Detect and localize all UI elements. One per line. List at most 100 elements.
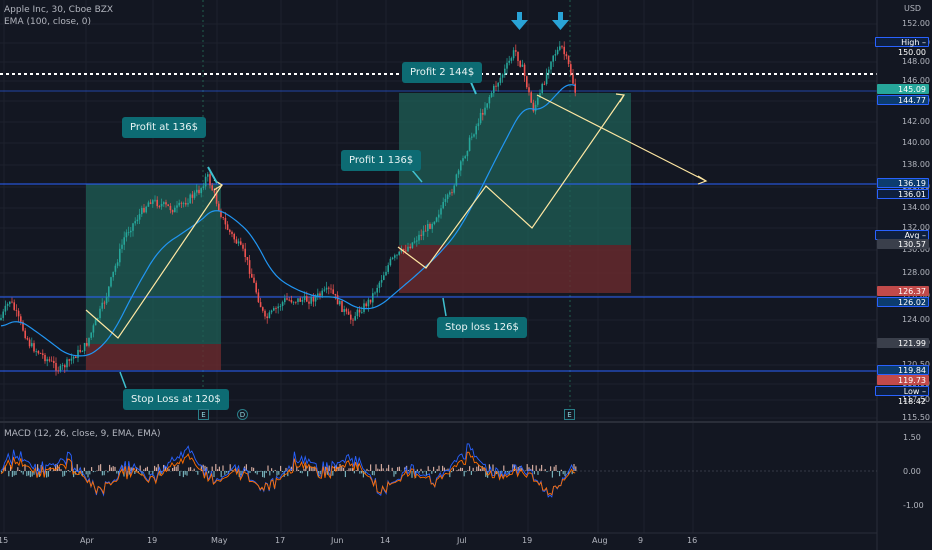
candle-body bbox=[519, 60, 521, 67]
macd-histogram-bar bbox=[150, 471, 152, 472]
candle-body bbox=[209, 174, 211, 186]
callout-profit-136[interactable]: Profit at 136$ bbox=[122, 117, 206, 138]
macd-histogram-bar bbox=[31, 471, 33, 477]
candle-body bbox=[6, 304, 9, 306]
candle-body bbox=[493, 85, 495, 93]
macd-histogram-bar bbox=[55, 464, 57, 471]
candle-body bbox=[211, 185, 213, 191]
macd-histogram-bar bbox=[11, 471, 13, 477]
candle-body bbox=[237, 241, 240, 244]
candle-body bbox=[264, 310, 266, 317]
stop-zone-2[interactable] bbox=[399, 245, 631, 293]
price-axis-label: 146.00 bbox=[902, 76, 930, 85]
candle-body bbox=[145, 206, 147, 213]
macd-legend[interactable]: MACD (12, 26, close, 9, EMA, EMA) bbox=[4, 429, 161, 439]
candle-body bbox=[101, 302, 103, 309]
candle-body bbox=[4, 305, 7, 312]
projection-arrows[interactable] bbox=[85, 93, 708, 339]
candle-body bbox=[290, 299, 293, 303]
macd-histogram-bar bbox=[427, 466, 429, 471]
candle-body bbox=[297, 298, 299, 303]
candle-body bbox=[367, 299, 370, 307]
target-zone-1[interactable] bbox=[86, 184, 221, 344]
callout-stop-loss-120[interactable]: Stop Loss at 120$ bbox=[123, 389, 229, 410]
candle-body bbox=[178, 202, 180, 206]
macd-histogram-bar bbox=[211, 466, 213, 471]
price-axis-label: 124.00 bbox=[902, 315, 930, 324]
macd-histogram-bar bbox=[310, 466, 312, 471]
candle-body bbox=[50, 360, 53, 362]
candle-body bbox=[328, 287, 330, 289]
macd-histogram-bar bbox=[143, 469, 145, 471]
macd-histogram-bar bbox=[8, 471, 10, 477]
candle-body bbox=[563, 46, 565, 55]
macd-histogram-bar bbox=[265, 471, 267, 474]
price-tag: 145.09 bbox=[877, 84, 929, 94]
candle-body bbox=[554, 54, 557, 56]
macd-histogram-bar bbox=[157, 464, 159, 471]
macd-histogram-bar bbox=[465, 471, 467, 473]
time-axis-label: 16 bbox=[687, 536, 698, 545]
callout-profit-1[interactable]: Profit 1 136$ bbox=[341, 150, 422, 171]
price-axis-label: 132.00 bbox=[902, 223, 930, 232]
candle-body bbox=[369, 299, 372, 303]
macd-histogram-bar bbox=[339, 464, 341, 471]
macd-histogram-bar bbox=[24, 464, 26, 471]
macd-histogram-bar bbox=[33, 471, 35, 475]
candle-body bbox=[530, 92, 532, 103]
candle-body bbox=[24, 330, 26, 339]
macd-histogram-bar bbox=[442, 465, 444, 471]
stop-zone-1[interactable] bbox=[86, 344, 221, 370]
event-earnings-icon[interactable]: E bbox=[564, 409, 575, 420]
macd-histogram-bar bbox=[506, 471, 508, 473]
candle-body bbox=[266, 316, 268, 319]
macd-histogram-bar bbox=[206, 466, 208, 471]
macd-histogram-bar bbox=[532, 464, 534, 471]
candle-body bbox=[207, 174, 209, 177]
macd-histogram-bar bbox=[398, 466, 400, 471]
callout-stop-loss-126[interactable]: Stop loss 126$ bbox=[437, 317, 527, 338]
candle-body bbox=[165, 202, 167, 205]
candle-body bbox=[442, 201, 444, 209]
event-dividend-icon[interactable]: D bbox=[237, 409, 248, 420]
symbol-legend[interactable]: Apple Inc, 30, Cboe BZX bbox=[4, 5, 114, 15]
macd-histogram-bar bbox=[555, 464, 557, 471]
callout-profit-2[interactable]: Profit 2 144$ bbox=[402, 62, 483, 83]
time-axis-label: Apr bbox=[80, 536, 94, 545]
candle-body bbox=[226, 224, 229, 230]
event-earnings-icon[interactable]: E bbox=[198, 409, 209, 420]
candle-body bbox=[411, 242, 414, 249]
candle-body bbox=[163, 202, 165, 204]
macd-histogram-bar bbox=[175, 466, 177, 471]
macd-histogram-bar bbox=[146, 466, 148, 471]
candle-body bbox=[310, 297, 312, 304]
candle-body bbox=[48, 359, 51, 361]
macd-histogram-bar bbox=[422, 471, 424, 474]
time-axis-label: 14 bbox=[380, 536, 391, 545]
candle-body bbox=[350, 314, 352, 320]
candle-body bbox=[433, 221, 436, 224]
candle-body bbox=[191, 194, 194, 198]
price-tag: High – 150.00 bbox=[875, 37, 929, 57]
currency-label: USD bbox=[904, 4, 922, 13]
macd-histogram-bar bbox=[182, 471, 184, 478]
macd-histogram-bar bbox=[573, 464, 575, 471]
macd-histogram-bar bbox=[528, 467, 530, 471]
macd-histogram-bar bbox=[62, 471, 64, 477]
macd-histogram-bar bbox=[76, 464, 78, 471]
candle-body bbox=[125, 232, 128, 238]
macd-histogram-bar bbox=[308, 466, 310, 471]
macd-axis-label: -1.00 bbox=[903, 501, 924, 510]
ema-legend[interactable]: EMA (100, close, 0) bbox=[4, 17, 92, 27]
candle-body bbox=[495, 85, 497, 87]
candle-body bbox=[325, 287, 328, 290]
price-axis-label: 134.00 bbox=[902, 203, 930, 212]
macd-histogram-bar bbox=[395, 471, 397, 475]
macd-histogram-bar bbox=[476, 466, 478, 471]
candle-body bbox=[79, 349, 81, 352]
candle-body bbox=[446, 194, 449, 199]
macd-histogram-bar bbox=[60, 469, 62, 471]
candle-body bbox=[570, 64, 572, 75]
target-zone-2[interactable] bbox=[399, 93, 631, 245]
